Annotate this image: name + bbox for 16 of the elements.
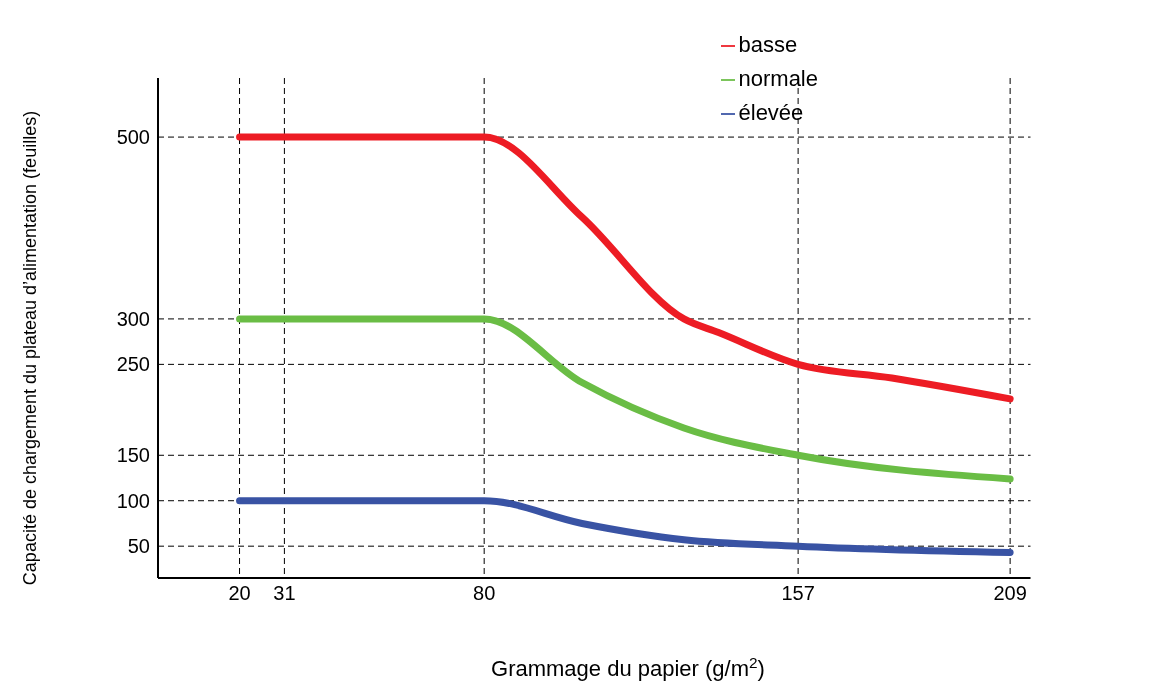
x-axis-title: Grammage du papier (g/m$^{2}$) <box>491 653 765 681</box>
y-axis-title: Capacité de chargement du plateau d’alimentation (feuilles) <box>20 110 40 586</box>
legend-label: basse <box>738 32 798 57</box>
y-tick-label: 100 <box>116 489 150 512</box>
x-tick-label: 209 <box>993 582 1027 605</box>
y-tick-label: 250 <box>116 353 150 376</box>
y-tick-label: 300 <box>116 308 150 331</box>
legend-label: élevée <box>738 100 804 125</box>
x-tick-label: 157 <box>781 582 815 605</box>
x-tick-label: 31 <box>273 582 296 605</box>
x-tick-label: 80 <box>473 582 496 605</box>
y-tick-label: 150 <box>116 444 150 467</box>
legend-label: normale <box>738 66 818 91</box>
y-tick-label: 500 <box>116 126 150 149</box>
y-tick-label: 50 <box>127 535 150 558</box>
x-tick-label: 20 <box>228 582 251 605</box>
